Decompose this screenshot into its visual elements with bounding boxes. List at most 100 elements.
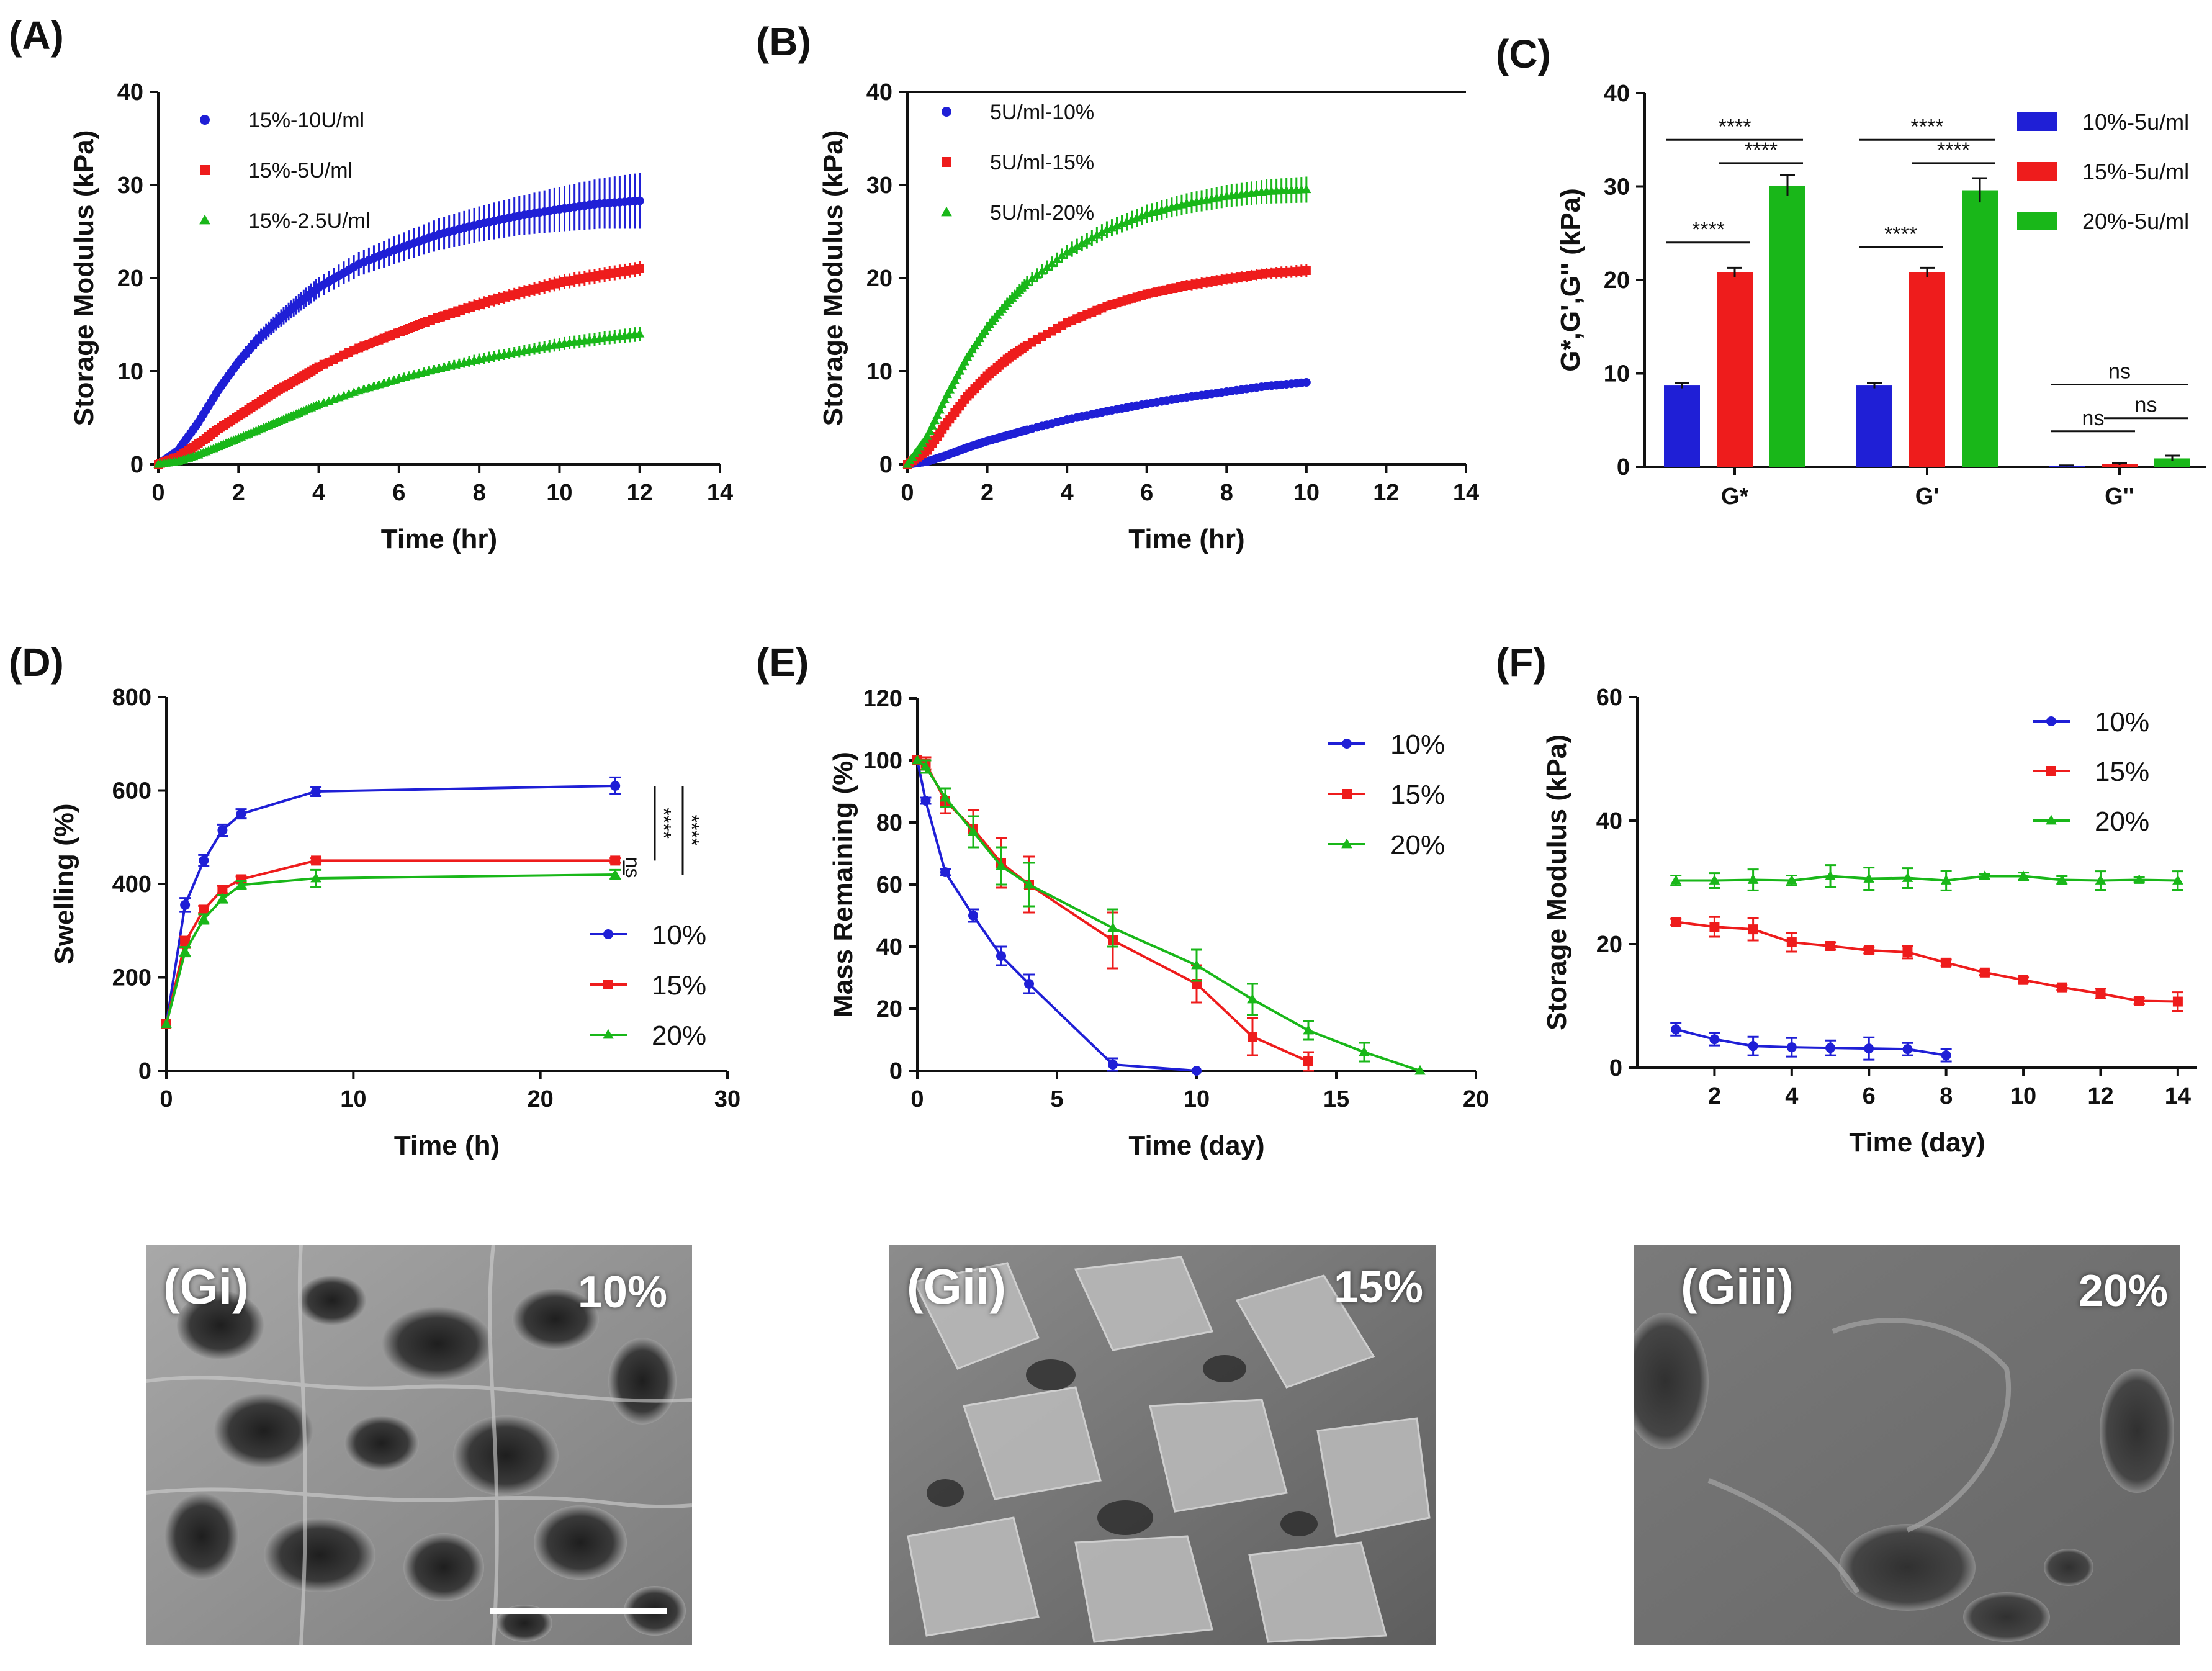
legend-marker (200, 165, 210, 175)
significance-label: ns (2135, 394, 2157, 417)
data-point (947, 380, 958, 389)
x-axis-label: Time (day) (1849, 1127, 1985, 1158)
significance-label: **** (1692, 218, 1725, 241)
legend-label: 5U/ml-15% (990, 151, 1094, 174)
series-line (1675, 921, 2178, 1003)
data-point (1108, 1060, 1118, 1070)
sem-percent-gi: 10% (577, 1268, 667, 1317)
bar (1664, 385, 1700, 467)
data-point (199, 904, 209, 915)
y-axis-label: Storage Modulus (kPa) (1542, 734, 1572, 1030)
y-tick-label: 20 (1604, 268, 1630, 294)
sem-label-gi: (Gi) (163, 1259, 249, 1314)
y-tick-label: 10 (866, 359, 892, 385)
y-tick-label: 40 (1596, 808, 1622, 834)
data-point (1107, 922, 1118, 932)
series-line (165, 859, 616, 1025)
data-point (1864, 945, 1874, 955)
data-point (2018, 975, 2029, 985)
y-axis-label: Storage Modulus (kPa) (818, 130, 848, 426)
x-tick-label: 10 (1293, 480, 1320, 506)
x-tick-label: 6 (1863, 1083, 1876, 1109)
legend-label: 15%-10U/ml (248, 109, 364, 132)
data-point (942, 389, 952, 399)
data-point (955, 366, 965, 375)
y-tick-label: 20 (866, 266, 892, 292)
series-green (153, 327, 645, 468)
chart-f: 2 4 6 8 10 12 14 0 20 40 60 Time (day) Storage Modul… (1542, 685, 2197, 1158)
data-point (1062, 246, 1072, 256)
series-blue (154, 173, 644, 469)
data-point (635, 328, 645, 338)
legend-label: 15% (1390, 780, 1445, 810)
bar (2154, 458, 2190, 467)
x-axis-label: Time (hr) (381, 524, 497, 554)
series-blue (161, 776, 621, 1029)
legend-marker (200, 115, 210, 125)
chart-a: 0 2 4 6 8 10 12 14 0 10 20 30 40 Time (hr) Storage Mod… (69, 79, 733, 554)
data-point (1303, 1024, 1314, 1035)
data-point (1022, 277, 1032, 287)
bar (1717, 272, 1753, 467)
data-point (1709, 875, 1720, 885)
data-point (1414, 1065, 1426, 1075)
data-point (1786, 937, 1797, 948)
x-tick-label: 8 (1220, 480, 1233, 506)
panel-label-a: (A) (9, 13, 64, 58)
y-tick-label: 0 (889, 1058, 902, 1084)
y-tick-label: 30 (117, 173, 143, 199)
series-green (161, 868, 621, 1029)
x-tick-label: 20 (528, 1086, 554, 1112)
x-tick-label: 6 (1140, 480, 1153, 506)
data-point (1072, 241, 1082, 250)
x-tick-label: 4 (1785, 1083, 1798, 1109)
data-point (1979, 967, 1990, 978)
x-axis-label: Time (hr) (1128, 524, 1244, 554)
y-tick-label: 20 (876, 996, 902, 1022)
y-tick-label: 600 (112, 778, 151, 804)
data-point (1247, 993, 1258, 1004)
x-tick-label: 12 (1373, 480, 1399, 506)
legend-marker (603, 1029, 614, 1039)
panel-label-e: (E) (756, 640, 809, 685)
significance-label: **** (1911, 115, 1944, 138)
data-point (1037, 266, 1047, 275)
y-tick-label: 100 (863, 748, 902, 774)
x-tick-label: 12 (2087, 1083, 2113, 1109)
data-point (957, 361, 968, 371)
scale-bar (490, 1608, 667, 1614)
x-tick-label: G'' (2105, 484, 2134, 510)
series-green (902, 176, 1311, 468)
data-point (1979, 870, 1990, 880)
data-point (940, 867, 950, 877)
data-point (310, 872, 321, 883)
legend-swatch (2017, 212, 2057, 230)
data-point (1192, 1066, 1202, 1076)
x-tick-label: 10 (1184, 1086, 1210, 1112)
data-point (1042, 262, 1052, 271)
data-point (1670, 875, 1682, 885)
data-point (1825, 940, 1836, 951)
y-axis-label: Storage Modulus (kPa) (69, 130, 99, 426)
data-point (1191, 959, 1202, 970)
y-tick-label: 40 (866, 79, 892, 106)
x-tick-label: G' (1915, 484, 1940, 510)
legend-marker (941, 206, 952, 217)
x-tick-label: 2 (232, 480, 245, 506)
data-point (2172, 875, 2183, 885)
x-axis-label: Time (day) (1128, 1130, 1264, 1161)
data-point (1748, 924, 1758, 935)
data-point (1052, 254, 1062, 263)
data-point (2057, 982, 2067, 993)
data-point (1863, 873, 1875, 883)
x-tick-label: 10 (2010, 1083, 2036, 1109)
data-point (1092, 230, 1102, 239)
data-point (199, 855, 209, 866)
series-green (912, 754, 1426, 1075)
significance-label: ns (2082, 407, 2105, 430)
data-point (968, 826, 979, 836)
data-point (311, 855, 321, 866)
series-line (165, 873, 616, 1025)
data-point (968, 911, 978, 921)
y-tick-label: 0 (130, 452, 143, 478)
